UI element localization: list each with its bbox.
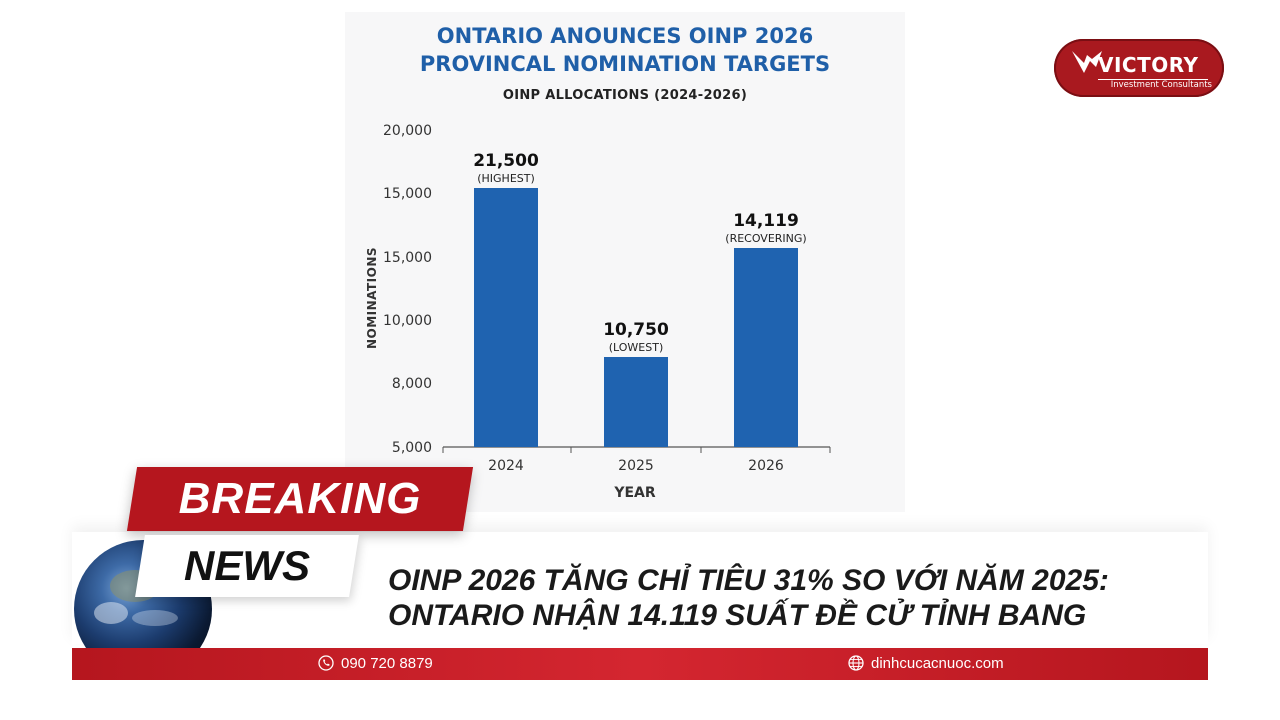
footer-website[interactable]: dinhcucacnuoc.com xyxy=(848,648,1004,680)
logo-tagline: Investment Consultants xyxy=(1110,80,1212,90)
logo-divider xyxy=(1098,79,1208,80)
headline-line-2: ONTARIO NHẬN 14.119 SUẤT ĐỀ CỬ TỈNH BANG xyxy=(388,599,1087,632)
footer-phone-text: 090 720 8879 xyxy=(341,655,433,672)
globe-ice xyxy=(94,602,128,624)
phone-icon xyxy=(318,655,334,671)
globe-cloud xyxy=(132,610,178,626)
victory-v-icon xyxy=(1072,51,1102,73)
chart-title-line-2: PROVINCAL NOMINATION TARGETS xyxy=(419,52,831,76)
news-label: NEWS xyxy=(184,542,310,589)
headline: OINP 2026 TĂNG CHỈ TIÊU 31% SO VỚI NĂM 2… xyxy=(388,563,1188,633)
chart-title: ONTARIO ANOUNCES OINP 2026 PROVINCAL NOM… xyxy=(345,22,905,78)
victory-logo[interactable]: VICTORY Investment Consultants xyxy=(1054,39,1224,97)
footer-website-text: dinhcucacnuoc.com xyxy=(871,655,1004,672)
chart-title-line-1: ONTARIO ANOUNCES OINP 2026 xyxy=(436,24,814,48)
logo-name: VICTORY xyxy=(1098,53,1199,77)
globe-icon xyxy=(848,655,864,671)
headline-line-1: OINP 2026 TĂNG CHỈ TIÊU 31% SO VỚI NĂM 2… xyxy=(388,564,1109,597)
y-axis-label: NOMINATIONS xyxy=(365,246,379,350)
breaking-label: BREAKING xyxy=(178,474,422,523)
chart-panel xyxy=(345,12,905,512)
chart-subtitle: OINP ALLOCATIONS (2024-2026) xyxy=(502,88,748,103)
x-axis-label: YEAR xyxy=(614,485,656,501)
footer-phone[interactable]: 090 720 8879 xyxy=(318,648,433,680)
footer-bar xyxy=(72,648,1208,680)
